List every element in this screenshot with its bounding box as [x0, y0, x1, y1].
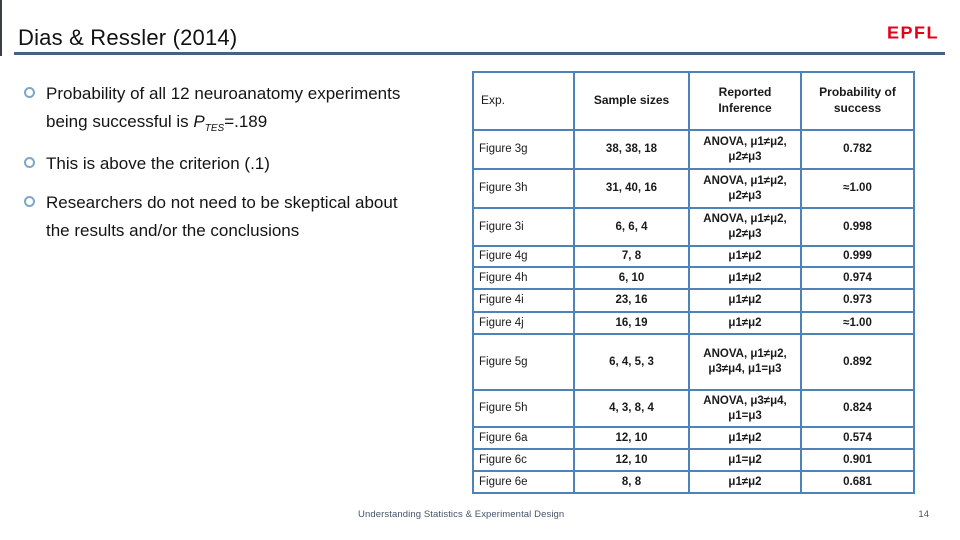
p-variable: P: [193, 112, 205, 131]
table-row: Figure 4g 7, 8 μ1≠μ2 0.999: [472, 245, 915, 268]
cell-sizes: 4, 3, 8, 4: [573, 389, 690, 428]
cell-sizes: 6, 10: [573, 266, 690, 290]
cell-prob: 0.999: [800, 245, 915, 268]
cell-exp: Figure 4g: [472, 245, 575, 268]
cell-prob: 0.974: [800, 266, 915, 290]
table-header-row: Exp. Sample sizes Reported Inference Pro…: [472, 71, 915, 131]
circle-bullet-icon: [24, 87, 35, 98]
cell-prob: ≈1.00: [800, 311, 915, 335]
circle-bullet-icon: [24, 157, 35, 168]
cell-sizes: 8, 8: [573, 470, 690, 494]
cell-inference: μ1=μ2: [688, 448, 802, 472]
cell-prob: 0.892: [800, 333, 915, 391]
bullet-text: Researchers do not need to be skeptical …: [46, 193, 398, 240]
header-probability: Probability of success: [800, 71, 915, 131]
cell-inference: ANOVA, μ1≠μ2, μ2≠μ3: [688, 207, 802, 247]
cell-exp: Figure 5g: [472, 333, 575, 391]
table-row: Figure 3i 6, 6, 4 ANOVA, μ1≠μ2, μ2≠μ3 0.…: [472, 207, 915, 247]
cell-exp: Figure 6a: [472, 426, 575, 450]
cell-prob: 0.998: [800, 207, 915, 247]
cell-sizes: 12, 10: [573, 448, 690, 472]
cell-inference: ANOVA, μ1≠μ2, μ2≠μ3: [688, 168, 802, 209]
bullet-1-tail: =.189: [224, 112, 268, 131]
slide-title: Dias & Ressler (2014): [18, 25, 238, 50]
table-row: Figure 4h 6, 10 μ1≠μ2 0.974: [472, 266, 915, 290]
cell-inference: ANOVA, μ3≠μ4, μ1=μ3: [688, 389, 802, 428]
table-row: Figure 4i 23, 16 μ1≠μ2 0.973: [472, 288, 915, 313]
cell-exp: Figure 4i: [472, 288, 575, 313]
experiments-table: Exp. Sample sizes Reported Inference Pro…: [472, 71, 915, 494]
cell-exp: Figure 3i: [472, 207, 575, 247]
cell-exp: Figure 6e: [472, 470, 575, 494]
cell-inference: ANOVA, μ1≠μ2, μ3≠μ4, μ1=μ3: [688, 333, 802, 391]
table-row: Figure 6e 8, 8 μ1≠μ2 0.681: [472, 470, 915, 494]
table-row: Figure 3h 31, 40, 16 ANOVA, μ1≠μ2, μ2≠μ3…: [472, 168, 915, 209]
bullet-list: Probability of all 12 neuroanatomy exper…: [24, 80, 454, 256]
bullet-text: Probability of all 12 neuroanatomy exper…: [46, 80, 400, 139]
cell-exp: Figure 6c: [472, 448, 575, 472]
cell-sizes: 31, 40, 16: [573, 168, 690, 209]
cell-prob: 0.574: [800, 426, 915, 450]
cell-sizes: 7, 8: [573, 245, 690, 268]
cell-inference: μ1≠μ2: [688, 266, 802, 290]
window-edge-artifact: [0, 0, 2, 56]
cell-exp: Figure 5h: [472, 389, 575, 428]
cell-inference: μ1≠μ2: [688, 311, 802, 335]
tes-subscript: TES: [204, 123, 225, 134]
cell-exp: Figure 3h: [472, 168, 575, 209]
cell-prob: 0.973: [800, 288, 915, 313]
cell-inference: μ1≠μ2: [688, 426, 802, 450]
epfl-logo: EPFL: [886, 23, 939, 43]
cell-prob: ≈1.00: [800, 168, 915, 209]
cell-sizes: 6, 6, 4: [573, 207, 690, 247]
cell-exp: Figure 4h: [472, 266, 575, 290]
cell-exp: Figure 4j: [472, 311, 575, 335]
cell-inference: μ1≠μ2: [688, 245, 802, 268]
bullet-text: This is above the criterion (.1): [46, 154, 270, 173]
header-exp: Exp.: [472, 71, 575, 131]
bullet-item-criterion: This is above the criterion (.1): [24, 150, 454, 178]
header-sample-sizes: Sample sizes: [573, 71, 690, 131]
cell-inference: μ1≠μ2: [688, 470, 802, 494]
cell-prob: 0.824: [800, 389, 915, 428]
cell-sizes: 16, 19: [573, 311, 690, 335]
cell-prob: 0.681: [800, 470, 915, 494]
table-row: Figure 4j 16, 19 μ1≠μ2 ≈1.00: [472, 311, 915, 335]
table-row: Figure 6a 12, 10 μ1≠μ2 0.574: [472, 426, 915, 450]
table-row: Figure 5h 4, 3, 8, 4 ANOVA, μ3≠μ4, μ1=μ3…: [472, 389, 915, 428]
table-row: Figure 5g 6, 4, 5, 3 ANOVA, μ1≠μ2, μ3≠μ4…: [472, 333, 915, 391]
cell-prob: 0.901: [800, 448, 915, 472]
cell-inference: μ1≠μ2: [688, 288, 802, 313]
footer-text: Understanding Statistics & Experimental …: [358, 509, 565, 520]
title-divider: [14, 52, 945, 55]
bullet-1-lead: Probability of all 12 neuroanatomy exper…: [46, 84, 401, 131]
circle-bullet-icon: [24, 196, 35, 207]
cell-sizes: 6, 4, 5, 3: [573, 333, 690, 391]
table-row: Figure 3g 38, 38, 18 ANOVA, μ1≠μ2, μ2≠μ3…: [472, 129, 915, 170]
cell-prob: 0.782: [800, 129, 915, 170]
cell-sizes: 12, 10: [573, 426, 690, 450]
cell-sizes: 23, 16: [573, 288, 690, 313]
bullet-item-probability: Probability of all 12 neuroanatomy exper…: [24, 80, 454, 139]
bullet-item-skeptical: Researchers do not need to be skeptical …: [24, 189, 454, 245]
cell-inference: ANOVA, μ1≠μ2, μ2≠μ3: [688, 129, 802, 170]
page-number: 14: [918, 509, 929, 520]
cell-sizes: 38, 38, 18: [573, 129, 690, 170]
header-reported-inference: Reported Inference: [688, 71, 802, 131]
table-row: Figure 6c 12, 10 μ1=μ2 0.901: [472, 448, 915, 472]
cell-exp: Figure 3g: [472, 129, 575, 170]
